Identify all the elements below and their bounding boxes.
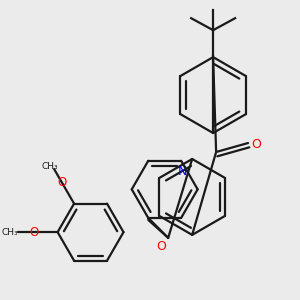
- Text: N: N: [178, 165, 187, 178]
- Text: O: O: [251, 137, 261, 151]
- Text: CH₃: CH₃: [2, 228, 18, 237]
- Text: O: O: [156, 240, 166, 253]
- Text: O: O: [58, 176, 67, 189]
- Text: O: O: [29, 226, 38, 238]
- Text: CH₃: CH₃: [42, 162, 58, 171]
